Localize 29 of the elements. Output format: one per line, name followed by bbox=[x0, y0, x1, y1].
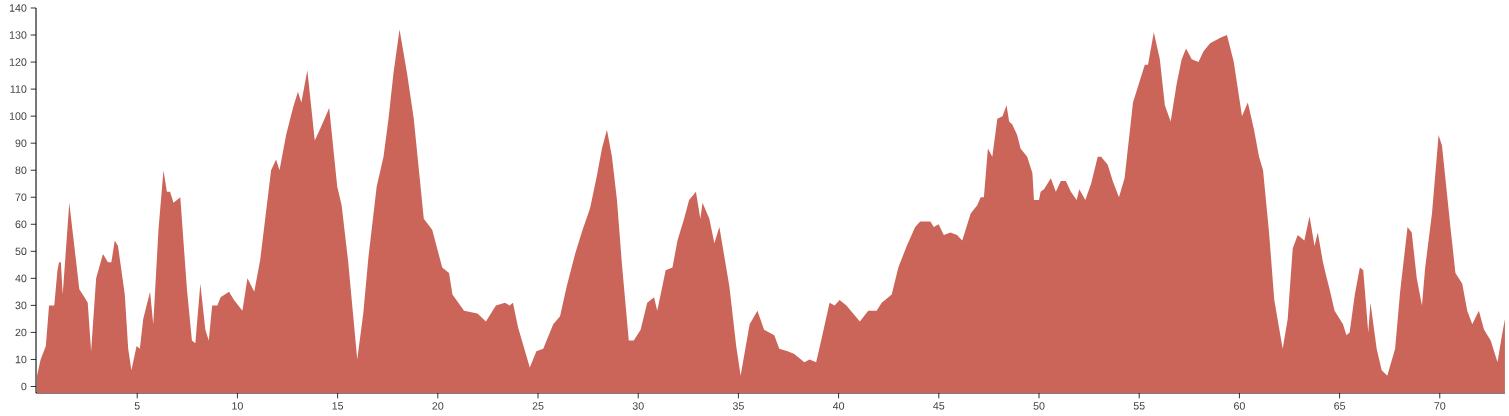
x-tick-label: 65 bbox=[1334, 402, 1346, 410]
x-tick-label: 55 bbox=[1133, 402, 1145, 410]
y-tick-label: 30 bbox=[15, 301, 27, 310]
y-tick-label: 40 bbox=[15, 274, 27, 283]
x-tick-label: 5 bbox=[134, 402, 140, 410]
y-tick-label: 130 bbox=[9, 31, 27, 39]
y-tick-label: 120 bbox=[9, 58, 27, 66]
x-tick-label: 40 bbox=[832, 402, 845, 410]
x-tick-label: 25 bbox=[532, 402, 544, 410]
y-tick-label: 60 bbox=[15, 220, 27, 229]
x-tick-label: 20 bbox=[432, 402, 444, 410]
y-tick-label: 110 bbox=[10, 85, 27, 93]
y-tick-label: 50 bbox=[15, 247, 27, 256]
x-tick-label: 70 bbox=[1434, 402, 1446, 410]
x-tick-label: 15 bbox=[332, 402, 344, 410]
y-tick-label: 100 bbox=[9, 112, 27, 120]
y-tick-label: 20 bbox=[15, 328, 27, 337]
x-tick-label: 60 bbox=[1234, 402, 1245, 410]
y-tick-label: 80 bbox=[15, 166, 27, 174]
x-tick-label: 30 bbox=[632, 402, 644, 410]
x-tick-label: 10 bbox=[232, 402, 243, 410]
y-tick-label: 90 bbox=[15, 139, 27, 147]
x-tick-label: 45 bbox=[933, 402, 945, 410]
y-tick-label: 10 bbox=[15, 355, 27, 364]
x-tick-label: 35 bbox=[732, 402, 744, 410]
y-tick-label: 0 bbox=[21, 382, 27, 391]
y-tick-label: 140 bbox=[9, 4, 27, 12]
y-tick-label: 70 bbox=[15, 193, 27, 202]
x-tick-label: 50 bbox=[1033, 402, 1045, 410]
